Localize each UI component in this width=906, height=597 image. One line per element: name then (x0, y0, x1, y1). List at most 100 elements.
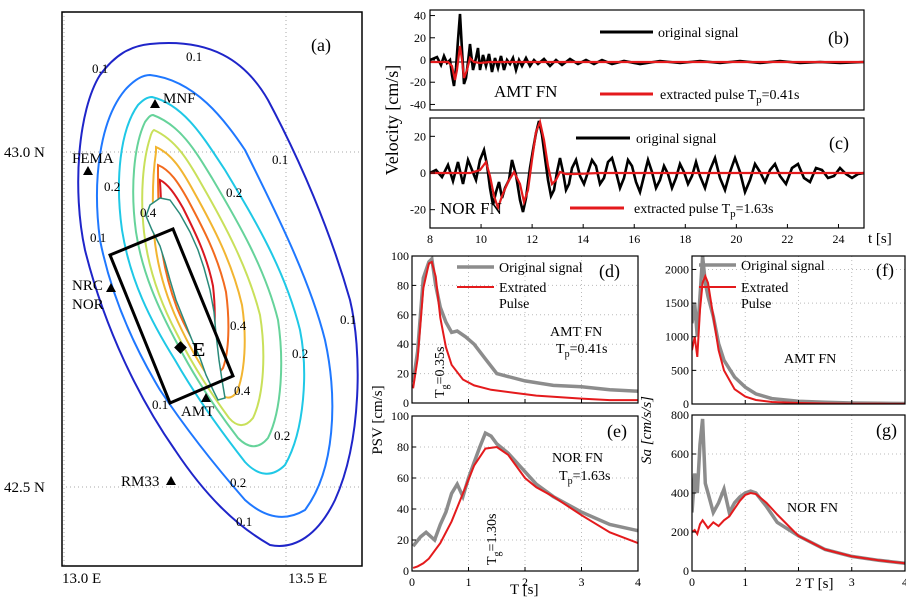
series-original-line (412, 430, 638, 548)
y-tick-label: 1500 (665, 296, 689, 310)
contour-inner (145, 197, 226, 401)
legend-label-original-f: Original signal (741, 259, 825, 274)
y-tick-label: 2000 (665, 262, 689, 276)
y-tick-label: -20 (410, 203, 426, 217)
epicenter-label: E (192, 339, 205, 361)
station-label-mnf: MNF (163, 91, 196, 107)
x-tick-label: 8 (427, 232, 433, 246)
x-axis-label-e: T [s] (510, 582, 538, 597)
panel-label-a: (a) (311, 35, 331, 56)
contour-01 (77, 42, 359, 547)
x-tick-label: 22 (781, 232, 793, 246)
contour-label: 0.1 (152, 397, 168, 412)
fault-rectangle (108, 227, 235, 405)
annotation-amt-fn-d: AMT FN (550, 325, 602, 340)
tg-label-d: Tg=0.35s (433, 347, 451, 398)
legend-label-pulse-d-2: Pulse (499, 297, 529, 312)
x-tick-label: 3 (849, 575, 855, 589)
x-tick-label: 14 (577, 232, 589, 246)
legend-label-pulse-f-2: Pulse (741, 297, 771, 312)
y-tick-label: 0 (683, 564, 689, 578)
y-tick-label: 400 (671, 486, 689, 500)
y-tick-label: 60 (397, 308, 409, 322)
axes-frame (691, 255, 906, 405)
y-tick-label: 80 (397, 278, 409, 292)
y-axis-ticks-b: -40 -20 0 20 40 (410, 9, 435, 111)
panel-label-d: (d) (599, 261, 620, 282)
x-tick-label: 20 (730, 232, 742, 246)
y-tick-425: 42.5 N (4, 480, 45, 496)
x-tick-13: 13.0 E (62, 571, 101, 587)
annotation-tp-d: Tp=0.41s (556, 342, 607, 360)
legend-label-pulse: extracted pulse Tp=0.41s (660, 88, 800, 106)
contour-02b (132, 113, 283, 448)
y-tick-label: 500 (671, 363, 689, 377)
legend-c: original signal extracted pulse Tp=1.63s (570, 132, 774, 220)
tg-label-e: Tg=1.30s (485, 514, 503, 565)
y-tick-label: 40 (414, 9, 426, 23)
panel-d-text: (d) AMT FN Tp=0.41s Tg=0.35s Original si… (433, 261, 620, 398)
annotation-tp-e: Tp=1.63s (559, 469, 610, 487)
chart-panel-e: 0 20 40 60 80 100 0 1 2 3 4 (391, 409, 641, 589)
annotation-nor-fn-g: NOR FN (787, 501, 838, 516)
y-tick-43: 43.0 N (4, 145, 45, 161)
x-tick-label: 0 (689, 575, 695, 589)
y-tick-label: 0 (420, 166, 426, 180)
series-pulse-line (430, 45, 864, 81)
y-tick-label: 20 (414, 129, 426, 143)
x-axis-label-g: T [s] (805, 576, 833, 592)
series-pulse-line (412, 445, 638, 569)
panel-g-text: (g) NOR FN T [s] Sa [cm/s/s] (639, 396, 897, 592)
panel-e-text: (e) NOR FN Tp=1.63s Tg=1.30s T [s] PSV [… (370, 385, 627, 597)
y-tick-label: 0 (403, 564, 409, 578)
contour-03 (141, 128, 265, 427)
x-tick-label: 1 (742, 575, 748, 589)
panel-label-e: (e) (607, 421, 627, 442)
series-pulse-line (430, 118, 864, 212)
station-label-rm33: RM33 (121, 474, 159, 490)
station-label-nrc: NRC (72, 278, 103, 294)
x-tick-label: 0 (409, 575, 415, 589)
y-tick-label: 100 (391, 249, 409, 263)
legend-label-original: original signal (636, 132, 717, 147)
x-tick-label: 10 (475, 232, 487, 246)
station-label-amt: AMT (181, 404, 214, 420)
legend-label-pulse: extracted pulse Tp=1.63s (634, 202, 774, 220)
y-axis-label-sa: Sa [cm/s/s] (639, 396, 655, 464)
y-tick-label: 20 (397, 367, 409, 381)
contour-01b (96, 73, 334, 518)
map-labels: (a) MNF FEMA NRC NOR AMT RM33 E 13.0 E 1… (4, 35, 356, 587)
x-tick-label: 2 (522, 575, 528, 589)
station-rm33-marker (166, 476, 176, 485)
x-axis-label-c: t [s] (868, 231, 892, 247)
y-tick-label: 0 (683, 397, 689, 411)
contour-label: 0.2 (226, 185, 242, 200)
map-frame (61, 11, 363, 567)
y-axis-label-psv: PSV [cm/s] (370, 385, 386, 454)
annotation-nor-fn: NOR FN (440, 199, 502, 218)
axes-frame (411, 415, 639, 572)
x-tick-label: 2 (796, 575, 802, 589)
legend-label-pulse-f-1: Extrated (741, 281, 788, 296)
y-tick-label: 80 (397, 440, 409, 454)
y-tick-label: 600 (671, 447, 689, 461)
legend-b: original signal extracted pulse Tp=0.41s (600, 26, 800, 106)
x-axis-ticks-c: 8 10 12 14 16 18 20 22 24 (427, 224, 844, 246)
legend-label-original: original signal (658, 26, 739, 41)
contour-label: 0.1 (92, 61, 108, 76)
x-tick-label: 12 (526, 232, 538, 246)
y-tick-label: 0 (403, 396, 409, 410)
x-tick-label: 4 (902, 575, 906, 589)
contour-label: 0.1 (236, 514, 252, 529)
y-tick-label: 0 (420, 53, 426, 67)
station-fema-marker (83, 166, 93, 175)
station-amt-marker (201, 393, 211, 402)
x-tick-135: 13.5 E (288, 571, 327, 587)
contour-label: 0.1 (90, 230, 106, 245)
y-tick-label: 40 (397, 502, 409, 516)
contour-label: 0.2 (274, 428, 290, 443)
contour-label: 0.2 (230, 475, 246, 490)
contour-label: 0.1 (272, 152, 288, 167)
contour-label: 0.1 (186, 49, 202, 64)
series-original-line (430, 13, 864, 87)
